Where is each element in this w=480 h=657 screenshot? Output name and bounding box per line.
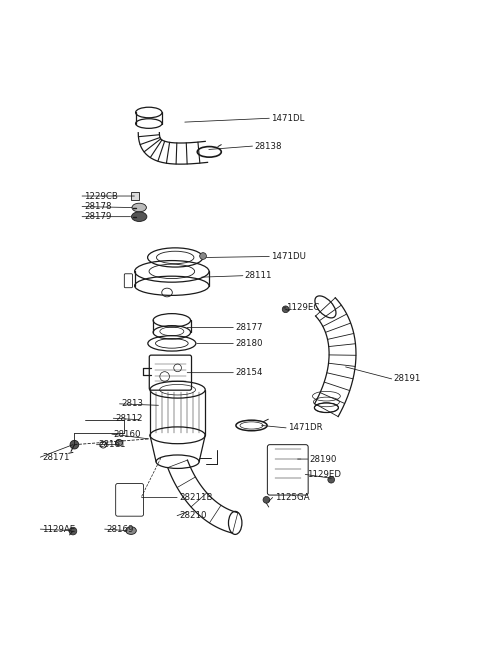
- Text: 1125GA: 1125GA: [275, 493, 309, 502]
- Text: 28177: 28177: [235, 323, 263, 332]
- Text: 28180: 28180: [235, 339, 263, 348]
- Text: 28190: 28190: [310, 455, 337, 464]
- Text: 28112: 28112: [115, 414, 143, 422]
- Text: 28169: 28169: [107, 525, 134, 533]
- Text: 1129AE: 1129AE: [42, 525, 75, 533]
- Ellipse shape: [126, 527, 136, 534]
- Text: 28161: 28161: [98, 440, 126, 449]
- Circle shape: [69, 527, 77, 535]
- Circle shape: [263, 497, 270, 503]
- Text: 28191: 28191: [394, 374, 421, 384]
- Text: 1471DL: 1471DL: [271, 114, 305, 123]
- Text: 28210: 28210: [179, 511, 206, 520]
- Text: 1471DU: 1471DU: [271, 252, 306, 261]
- Circle shape: [328, 476, 335, 483]
- Text: 1229CB: 1229CB: [84, 192, 118, 200]
- Text: 28211B: 28211B: [179, 493, 213, 502]
- Text: 1471DR: 1471DR: [288, 423, 323, 432]
- Text: 28111: 28111: [245, 271, 272, 280]
- Text: 28178: 28178: [84, 202, 111, 211]
- Text: 28138: 28138: [254, 142, 282, 150]
- Circle shape: [70, 440, 79, 449]
- Text: 28179: 28179: [84, 212, 111, 221]
- Circle shape: [282, 306, 289, 313]
- Text: 1129ED: 1129ED: [307, 470, 341, 479]
- Text: 2813: 2813: [121, 399, 144, 409]
- Circle shape: [200, 253, 206, 260]
- Text: 28171: 28171: [42, 453, 70, 462]
- Ellipse shape: [132, 203, 146, 212]
- FancyBboxPatch shape: [131, 193, 139, 200]
- Text: 28154: 28154: [235, 368, 263, 377]
- Ellipse shape: [132, 212, 147, 221]
- Text: 1129EC: 1129EC: [286, 304, 319, 312]
- Text: 28160: 28160: [114, 430, 141, 439]
- Circle shape: [116, 440, 122, 446]
